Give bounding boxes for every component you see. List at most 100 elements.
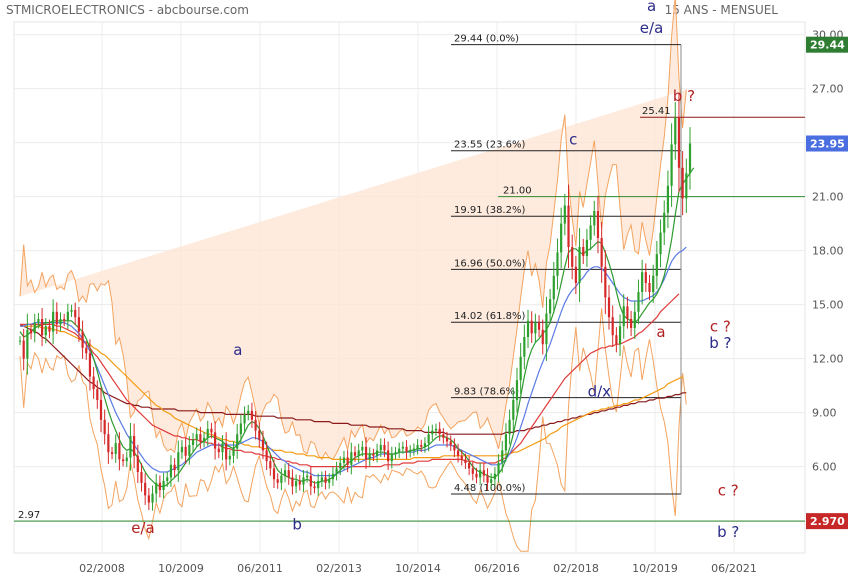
wave-label: e/a — [640, 19, 663, 37]
candle-body — [155, 482, 158, 494]
candle-body — [33, 322, 36, 334]
bollinger-fill — [20, 0, 687, 460]
candle-body — [445, 437, 449, 442]
candle-body — [464, 459, 467, 463]
candle-body — [372, 454, 375, 456]
candle-body — [88, 353, 92, 377]
candle-body — [486, 475, 489, 483]
bollinger-lower — [19, 308, 687, 552]
candle-body — [648, 283, 651, 292]
candle-body — [552, 275, 555, 300]
candle-body — [482, 470, 485, 476]
candle-body — [221, 443, 224, 453]
candle-body — [140, 472, 143, 483]
candle-body — [427, 434, 430, 444]
candle-body — [40, 319, 44, 336]
candle-body — [630, 319, 633, 328]
candle-body — [383, 445, 386, 451]
candle-body — [593, 211, 596, 226]
bollinger-band — [19, 0, 687, 552]
x-tick-label: 10/2014 — [395, 562, 441, 575]
candle-body — [26, 329, 29, 359]
candle-body — [295, 481, 298, 487]
candle-body — [173, 464, 176, 471]
candle-body — [490, 479, 493, 483]
horizontal-line-label: 21.00 — [503, 186, 532, 197]
candle-body — [390, 454, 393, 462]
candle-body — [633, 311, 636, 328]
x-tick-label: 02/2018 — [553, 562, 599, 575]
candle-body — [585, 239, 589, 256]
candle-body — [144, 482, 147, 496]
candle-body — [375, 450, 379, 456]
wave-label: a — [656, 323, 665, 341]
candle-body — [147, 495, 150, 503]
candle-body — [626, 306, 629, 319]
candle-body — [180, 446, 184, 453]
candle-body — [434, 428, 438, 431]
y-tick-label: 21.00 — [812, 191, 844, 204]
candle-body — [523, 337, 526, 357]
candle-body — [688, 143, 692, 174]
candle-body — [526, 320, 530, 337]
wave-label: b — [292, 516, 302, 534]
candle-body — [22, 340, 25, 359]
x-tick-label: 06/2021 — [711, 562, 757, 575]
fib-label: 19.91 (38.2%) — [454, 205, 525, 216]
candle-body — [317, 481, 320, 489]
candles — [18, 92, 692, 511]
x-tick-label: 10/2009 — [158, 562, 204, 575]
wave-label: e/a — [131, 519, 154, 537]
wave-label: b ? — [673, 87, 695, 105]
y-tick-label: 18.00 — [812, 245, 844, 258]
candle-body — [272, 468, 276, 480]
candle-body — [210, 428, 213, 433]
candle-body — [133, 436, 136, 456]
candle-body — [681, 167, 684, 199]
candle-body — [52, 311, 55, 332]
wave-label: a — [233, 341, 242, 359]
candle-body — [158, 482, 161, 490]
candle-body — [659, 232, 662, 255]
candle-body — [328, 479, 331, 483]
candle-body — [243, 414, 246, 424]
candle-body — [107, 434, 110, 453]
price-box — [806, 36, 848, 53]
candle-body — [331, 473, 335, 480]
candle-body — [232, 448, 235, 456]
candle-body — [571, 247, 574, 267]
candle-body — [96, 389, 99, 400]
fib-label: 23.55 (23.6%) — [454, 140, 525, 151]
candle-body — [611, 317, 614, 336]
candle-body — [276, 479, 279, 483]
wave-label: c — [569, 130, 577, 148]
candle-body — [515, 380, 519, 400]
candle-body — [394, 452, 397, 454]
y-tick-label: 12.00 — [812, 353, 844, 366]
candle-body — [519, 356, 522, 381]
candle-body — [674, 117, 677, 145]
candle-body — [99, 400, 103, 420]
candle-body — [254, 419, 257, 431]
candle-body — [423, 443, 427, 447]
y-tick-label: 6.00 — [812, 461, 837, 474]
candle-body — [114, 443, 117, 454]
mm7-line — [19, 167, 695, 487]
candle-body — [670, 144, 673, 186]
candle-body — [309, 475, 312, 487]
candle-body — [250, 410, 254, 420]
candle-body — [77, 317, 80, 332]
candle-body — [677, 117, 681, 168]
wave-label: c ? — [710, 318, 731, 336]
x-tick-label: 06/2016 — [474, 562, 520, 575]
candle-body — [652, 275, 655, 292]
candle-body — [162, 481, 165, 490]
candle-body — [655, 254, 658, 276]
candle-body — [66, 311, 69, 321]
candle-body — [74, 310, 77, 318]
candle-body — [261, 439, 265, 451]
price-boxes: 29.44 23.95 2.970 — [806, 36, 848, 530]
candle-body — [121, 459, 125, 462]
